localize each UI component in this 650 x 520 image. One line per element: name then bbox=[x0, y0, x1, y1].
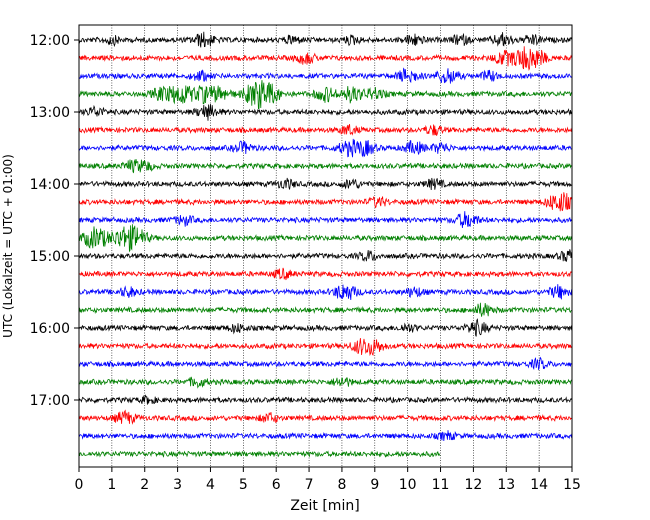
x-tick-label-9: 9 bbox=[370, 477, 379, 493]
y-axis-ticks: 12:00 13:00 14:00 15:00 16:00 17:00 bbox=[30, 33, 79, 409]
trace-group bbox=[78, 31, 572, 458]
x-tick-label-7: 7 bbox=[305, 477, 314, 493]
trace-1215 bbox=[78, 46, 572, 72]
x-tick-label-13: 13 bbox=[497, 477, 515, 493]
plot-frame bbox=[78, 24, 573, 468]
trace-1200 bbox=[78, 31, 572, 48]
trace-1415 bbox=[78, 192, 572, 212]
trace-1615 bbox=[78, 338, 572, 357]
x-tick-label-6: 6 bbox=[272, 477, 281, 493]
trace-1700 bbox=[78, 394, 572, 405]
x-tick-label-5: 5 bbox=[239, 477, 248, 493]
x-tick-label-1: 1 bbox=[107, 477, 116, 493]
trace-1430 bbox=[78, 211, 572, 229]
x-tick-label-0: 0 bbox=[75, 477, 84, 493]
trace-1515 bbox=[78, 267, 572, 281]
y-tick-label-1600: 16:00 bbox=[30, 321, 70, 337]
trace-1730 bbox=[78, 430, 572, 441]
trace-1400 bbox=[78, 177, 572, 191]
x-tick-label-4: 4 bbox=[206, 477, 215, 493]
trace-1645 bbox=[78, 376, 572, 389]
trace-1300 bbox=[78, 103, 572, 121]
y-tick-label-1200: 12:00 bbox=[30, 33, 70, 49]
x-tick-label-3: 3 bbox=[173, 477, 182, 493]
y-tick-label-1500: 15:00 bbox=[30, 249, 70, 265]
trace-1715 bbox=[78, 409, 572, 425]
y-axis-label: UTC (Lokalzeit = UTC + 01:00) bbox=[1, 154, 15, 338]
trace-1745 bbox=[78, 450, 441, 458]
trace-1500 bbox=[78, 249, 572, 262]
x-tick-label-11: 11 bbox=[432, 477, 450, 493]
x-tick-label-10: 10 bbox=[399, 477, 417, 493]
y-tick-label-1700: 17:00 bbox=[30, 393, 70, 409]
grid-lines bbox=[111, 25, 540, 467]
x-tick-label-12: 12 bbox=[464, 477, 482, 493]
trace-1630 bbox=[78, 356, 572, 371]
y-tick-label-1400: 14:00 bbox=[30, 177, 70, 193]
trace-1315 bbox=[78, 124, 572, 136]
x-tick-label-15: 15 bbox=[563, 477, 581, 493]
x-axis-ticks: 0 1 2 3 4 5 6 7 8 9 10 11 12 13 14 15 bbox=[75, 467, 581, 493]
x-tick-label-2: 2 bbox=[140, 477, 149, 493]
trace-1545 bbox=[78, 302, 572, 317]
y-tick-label-1300: 13:00 bbox=[30, 105, 70, 121]
trace-1245 bbox=[78, 80, 572, 110]
trace-1230 bbox=[78, 67, 572, 84]
x-tick-label-14: 14 bbox=[530, 477, 548, 493]
trace-1345 bbox=[78, 158, 572, 174]
trace-1530 bbox=[78, 284, 572, 301]
x-tick-label-8: 8 bbox=[337, 477, 346, 493]
trace-1330 bbox=[78, 138, 572, 158]
x-axis-label: Zeit [min] bbox=[290, 498, 359, 514]
trace-1445 bbox=[79, 224, 572, 253]
trace-1600 bbox=[78, 318, 572, 337]
